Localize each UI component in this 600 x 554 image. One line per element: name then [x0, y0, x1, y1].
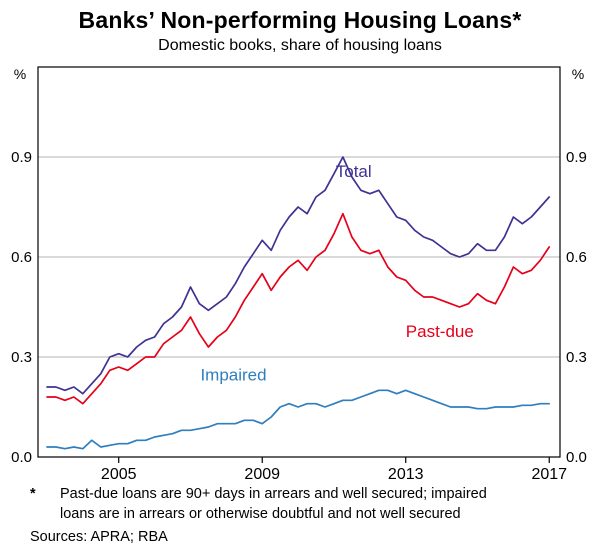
- series-label-total: Total: [336, 162, 372, 181]
- line-chart: 0.0 0.0 0.3 0.3 0.6 0.6 0.9 0.9% % 2005 2009 2013 20…: [11, 66, 587, 483]
- footnote-line-1: Past-due loans are 90+ days in arrears a…: [60, 486, 487, 502]
- x-tick-label: 2013: [388, 466, 424, 483]
- chart-subtitle: Domestic books, share of housing loans: [158, 37, 442, 54]
- y-tick-label-left: 0.3: [11, 349, 32, 366]
- y-tick-label-left: 0.9: [11, 149, 32, 166]
- x-tick-label: 2017: [531, 466, 567, 483]
- footnote-line-2: loans are in arrears or otherwise doubtf…: [60, 505, 461, 522]
- y-axis-unit-left: %: [14, 66, 26, 82]
- footnote-text: Past-due loans are 90+ days in arrears a…: [60, 485, 487, 524]
- y-axis-unit-right: %: [572, 66, 584, 82]
- y-tick-label-left: 0.6: [11, 249, 32, 266]
- plot-border: [37, 66, 561, 458]
- y-tick-label-right: 0.0: [566, 449, 587, 466]
- x-tick-label: 2005: [101, 466, 137, 483]
- x-tick-label: 2009: [244, 466, 280, 483]
- sources-line: Sources: APRA; RBA: [30, 529, 168, 546]
- y-tick-label-right: 0.6: [566, 249, 587, 266]
- series-line-total: [46, 156, 551, 395]
- y-tick-label-right: 0.3: [566, 349, 587, 366]
- footnote: * Past-due loans are 90+ days in arrears…: [0, 483, 600, 524]
- series-label-impaired: Impaired: [200, 365, 266, 384]
- series-line-past-due: [46, 212, 551, 405]
- page-title: Banks’ Non-performing Housing Loans*: [78, 7, 522, 33]
- series-line-impaired: [46, 389, 551, 450]
- y-tick-label-left: 0.0: [11, 449, 32, 466]
- footnote-marker: *: [30, 486, 36, 502]
- y-tick-label-right: 0.9: [566, 149, 587, 166]
- series-label-past-due: Past-due: [406, 322, 474, 341]
